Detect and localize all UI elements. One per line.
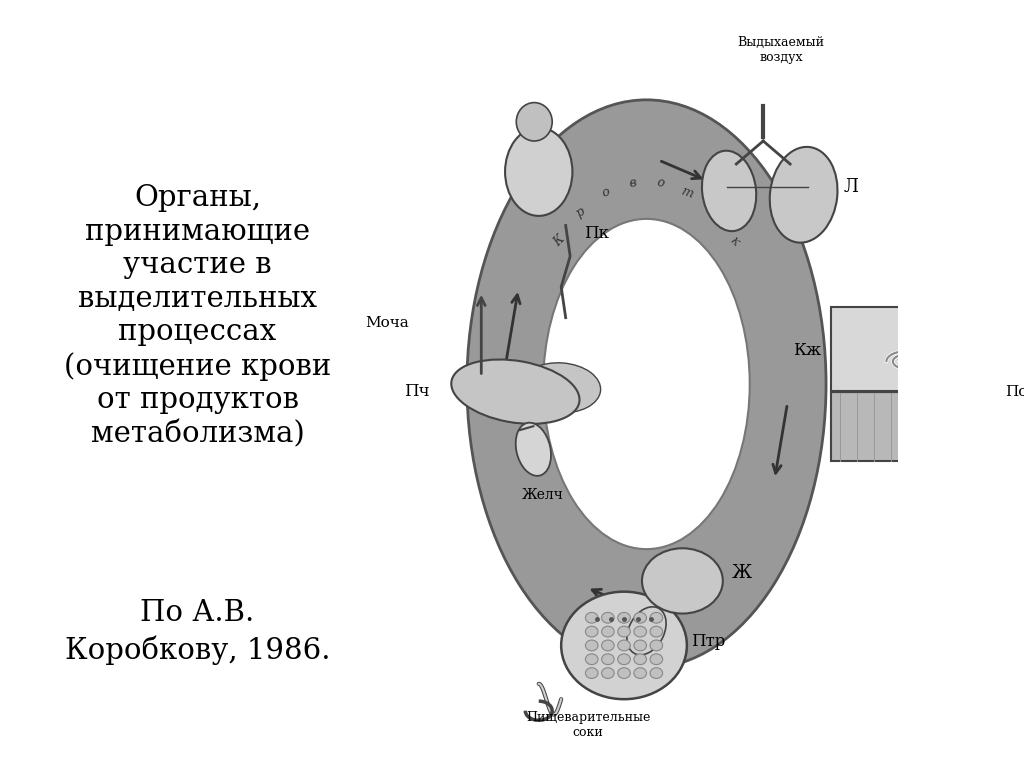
Text: К: К: [551, 233, 567, 249]
Ellipse shape: [586, 612, 598, 623]
Ellipse shape: [617, 667, 631, 678]
Ellipse shape: [617, 626, 631, 637]
Text: Кж: Кж: [794, 342, 821, 359]
Text: Выдыхаемый
воздух: Выдыхаемый воздух: [737, 36, 824, 65]
Ellipse shape: [627, 607, 666, 655]
Ellipse shape: [617, 640, 631, 650]
Ellipse shape: [650, 667, 663, 678]
Ellipse shape: [617, 612, 631, 623]
Text: Пч: Пч: [404, 383, 430, 400]
Ellipse shape: [452, 359, 580, 424]
Text: о: о: [600, 185, 611, 200]
Ellipse shape: [650, 626, 663, 637]
Text: Желч: Желч: [521, 488, 563, 502]
Ellipse shape: [642, 548, 723, 614]
Text: Л: Л: [844, 178, 859, 196]
Bar: [830, 392, 970, 461]
Text: о: о: [655, 176, 665, 190]
Ellipse shape: [586, 654, 598, 664]
Ellipse shape: [586, 667, 598, 678]
Ellipse shape: [634, 626, 646, 637]
Ellipse shape: [601, 612, 614, 623]
Text: т: т: [680, 184, 695, 200]
Text: о: о: [706, 205, 719, 220]
Text: Пот: Пот: [1006, 385, 1024, 399]
Ellipse shape: [505, 127, 572, 216]
Text: р: р: [573, 205, 588, 220]
Text: Пищеварительные
соки: Пищеварительные соки: [526, 710, 650, 739]
Polygon shape: [957, 307, 988, 461]
Text: Органы,
принимающие
участие в
выделительных
процессах
(очищение крови
от продукт: Органы, принимающие участие в выделитель…: [63, 184, 331, 448]
Ellipse shape: [634, 640, 646, 650]
Ellipse shape: [520, 362, 601, 413]
Text: Пк: Пк: [584, 226, 608, 243]
Ellipse shape: [543, 219, 750, 549]
Ellipse shape: [601, 667, 614, 678]
Ellipse shape: [601, 640, 614, 650]
Bar: [830, 307, 970, 392]
Ellipse shape: [601, 654, 614, 664]
Text: Птр: Птр: [691, 633, 726, 650]
Ellipse shape: [601, 626, 614, 637]
Ellipse shape: [770, 147, 838, 243]
Ellipse shape: [617, 654, 631, 664]
Ellipse shape: [516, 103, 552, 141]
Ellipse shape: [586, 640, 598, 650]
Ellipse shape: [467, 100, 826, 668]
Text: Ж: Ж: [732, 564, 752, 582]
Ellipse shape: [650, 612, 663, 623]
Ellipse shape: [650, 654, 663, 664]
Ellipse shape: [634, 667, 646, 678]
Ellipse shape: [586, 626, 598, 637]
Circle shape: [561, 591, 687, 699]
Ellipse shape: [516, 422, 551, 476]
Ellipse shape: [701, 151, 757, 231]
Text: Моча: Моча: [365, 316, 409, 329]
Ellipse shape: [984, 398, 1000, 416]
Text: к: к: [727, 233, 741, 248]
Ellipse shape: [634, 654, 646, 664]
Text: в: в: [629, 176, 637, 190]
Ellipse shape: [650, 640, 663, 650]
Text: По А.В.
Коробкову, 1986.: По А.В. Коробкову, 1986.: [65, 599, 331, 665]
Ellipse shape: [634, 612, 646, 623]
